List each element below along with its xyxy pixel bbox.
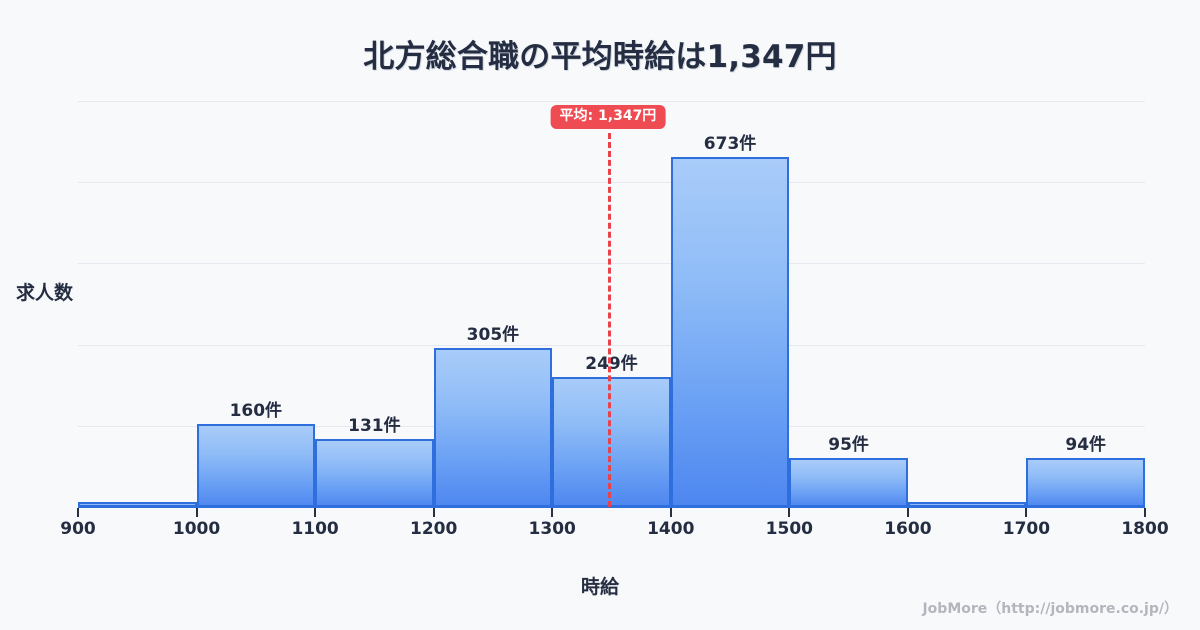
x-tick-label: 1200 — [409, 519, 458, 539]
bar-value-label: 249件 — [585, 354, 638, 375]
bar-value-label: 160件 — [229, 400, 283, 421]
x-tick-mark — [551, 508, 554, 517]
x-tick-label: 1800 — [1121, 519, 1169, 539]
mean-badge: 平均: 1,347円 — [550, 105, 666, 130]
x-tick-mark — [432, 508, 435, 517]
histogram-bar[interactable] — [907, 502, 1027, 507]
histogram-bar[interactable]: 131件 — [315, 416, 434, 507]
x-tick-mark — [77, 508, 79, 517]
page-title: 北方総合職の平均時給は1,347円 — [363, 39, 837, 75]
bar-value-label: 95件 — [828, 434, 869, 455]
bar-value-label: 131件 — [348, 415, 401, 436]
x-tick-mark — [906, 508, 909, 517]
x-tick-label: 900 — [60, 519, 96, 539]
histogram-bar[interactable]: 305件 — [433, 325, 553, 507]
bar-value-label: 673件 — [703, 133, 757, 154]
histogram-bar[interactable]: 94件 — [1026, 435, 1145, 507]
mean-vline — [607, 133, 611, 507]
x-tick-mark — [788, 508, 791, 517]
x-axis-ticks: 900 1000 1100 1200 1300 1400 1500 1600 1700 1800 — [60, 508, 1169, 548]
x-axis-title: 時給 — [580, 576, 619, 598]
x-tick-label: 1000 — [172, 519, 221, 539]
attribution-footer: JobMore（http://jobmore.co.jp/） — [922, 601, 1178, 617]
histogram-bar[interactable]: 160件 — [196, 401, 316, 507]
x-axis-line — [78, 505, 1145, 508]
histogram-bar[interactable]: 95件 — [789, 435, 908, 507]
x-tick-mark — [314, 508, 317, 517]
histogram-bar[interactable]: 673件 — [670, 134, 790, 507]
histogram-bar[interactable]: 249件 — [552, 354, 671, 507]
histogram-bar[interactable] — [78, 502, 197, 507]
y-axis-title: 求人数 — [16, 282, 74, 304]
x-tick-label: 1700 — [1002, 519, 1051, 539]
x-tick-mark — [1144, 508, 1146, 517]
x-tick-mark — [195, 508, 198, 517]
bar-value-label: 305件 — [466, 325, 520, 346]
histogram-bars: 160件 131件 305件 249件 673件 95件 94件 — [78, 101, 1145, 507]
x-tick-mark — [669, 508, 672, 517]
x-tick-label: 1400 — [647, 519, 695, 539]
x-tick-label: 1100 — [291, 519, 339, 539]
x-tick-label: 1300 — [528, 519, 576, 539]
plot-area: 160件 131件 305件 249件 673件 95件 94件 — [78, 101, 1145, 507]
x-tick-mark — [1025, 508, 1028, 517]
x-tick-label: 1500 — [765, 519, 813, 539]
bar-value-label: 94件 — [1065, 435, 1107, 456]
x-tick-label: 1600 — [884, 519, 932, 539]
